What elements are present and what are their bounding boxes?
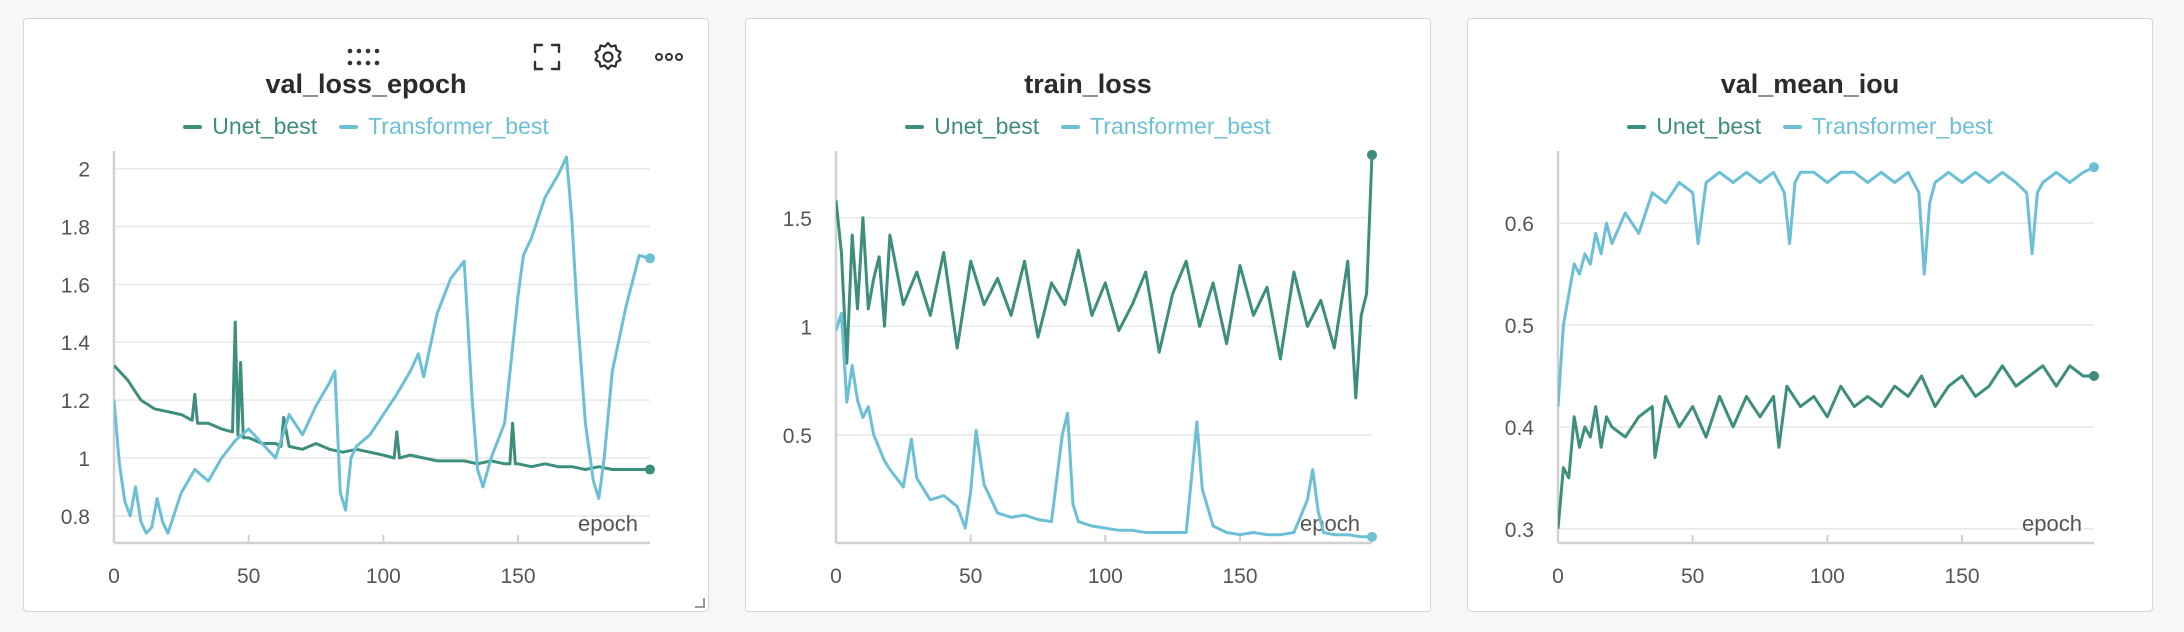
chart-legend: Unet_best Transformer_best [24,113,708,140]
chart-title: val_mean_iou [1720,69,1900,99]
y-tick-label: 0.6 [1505,213,1534,236]
x-tick-label: 0 [830,565,842,588]
series-end-point-unet [645,464,655,475]
legend-label: Unet_best [934,113,1040,139]
series-line-transformer [836,311,1372,539]
panel-toolbar [24,39,710,75]
drag-handle-icon[interactable] [346,39,382,75]
y-tick-label: 1.6 [61,274,90,297]
chart-panel-val-loss-epoch: val_loss_epoch Unet_best Transformer_bes… [23,18,709,612]
legend-swatch [339,124,359,129]
x-tick-label: 50 [1681,565,1704,588]
chart-legend: Unet_best Transformer_best [1468,113,2152,140]
x-tick-label: 0 [1552,565,1564,588]
y-tick-label: 0.3 [1505,519,1534,542]
chart-legend: Unet_best Transformer_best [746,113,1430,140]
y-tick-label: 2 [78,159,90,182]
x-tick-label: 50 [959,565,982,588]
y-tick-label: 1.2 [61,390,90,413]
x-tick-label: 150 [1944,565,1979,588]
legend-item-unet[interactable]: Unet_best [905,113,1039,140]
legend-swatch [1627,124,1647,129]
more-icon[interactable] [651,39,687,75]
legend-label: Unet_best [1656,113,1762,139]
x-tick-label: 150 [1222,565,1257,588]
series-end-point-unet [1367,149,1377,160]
legend-label: Unet_best [212,113,318,139]
legend-label: Transformer_best [1090,113,1271,139]
chart-title: val_loss_epoch [265,69,467,99]
legend-item-transformer[interactable]: Transformer_best [1783,113,1993,140]
legend-swatch [905,124,925,129]
legend-item-transformer[interactable]: Transformer_best [1061,113,1271,140]
legend-swatch [183,124,203,129]
series-end-point-transformer [1367,531,1377,542]
y-tick-label: 1 [800,316,812,339]
legend-swatch [1783,124,1803,129]
gear-icon[interactable] [590,39,626,75]
legend-label: Transformer_best [368,113,549,139]
chart-panel-val-mean-iou: val_mean_iou Unet_best Transformer_best … [1467,18,2153,612]
y-tick-label: 0.5 [783,425,812,448]
resize-handle-icon[interactable] [693,596,705,608]
series-line-unet [114,320,650,471]
x-tick-label: 100 [1088,565,1123,588]
chart-title: train_loss [1024,69,1152,99]
legend-item-transformer[interactable]: Transformer_best [339,113,549,140]
y-tick-label: 1.4 [61,332,91,355]
y-tick-label: 1 [78,448,90,471]
fullscreen-icon[interactable] [529,39,565,75]
series-line-unet [836,154,1374,400]
line-chart[interactable]: 0.5 1 1.5 0 50 100 150 epoch [746,19,1432,613]
line-chart[interactable]: 0.8 1 1.2 1.4 1.6 1.8 2 0 50 100 150 epoch [24,19,710,613]
x-tick-label: 100 [1810,565,1845,588]
series-end-point-transformer [2089,162,2099,173]
x-tick-label: 50 [237,565,260,588]
series-line-unet [1558,364,2094,529]
y-tick-label: 0.4 [1505,417,1535,440]
x-tick-label: 0 [108,565,120,588]
y-tick-label: 1.8 [61,216,90,239]
series-line-transformer [1558,165,2095,407]
x-axis-label: epoch [1300,511,1360,536]
chart-panel-train-loss: train_loss Unet_best Transformer_best 0.… [745,18,1431,612]
legend-swatch [1061,124,1081,129]
x-tick-label: 150 [500,565,535,588]
line-chart[interactable]: 0.3 0.4 0.5 0.6 0 50 100 150 epoch [1468,19,2154,613]
legend-item-unet[interactable]: Unet_best [183,113,317,140]
x-axis-label: epoch [578,511,638,536]
series-end-point-transformer [645,253,655,264]
y-tick-label: 0.8 [61,506,90,529]
legend-label: Transformer_best [1812,113,1993,139]
legend-item-unet[interactable]: Unet_best [1627,113,1761,140]
x-tick-label: 100 [366,565,401,588]
y-tick-label: 0.5 [1505,315,1534,338]
y-tick-label: 1.5 [783,208,812,231]
series-line-transformer [114,155,651,535]
series-end-point-unet [2089,371,2099,382]
x-axis-label: epoch [2022,511,2082,536]
